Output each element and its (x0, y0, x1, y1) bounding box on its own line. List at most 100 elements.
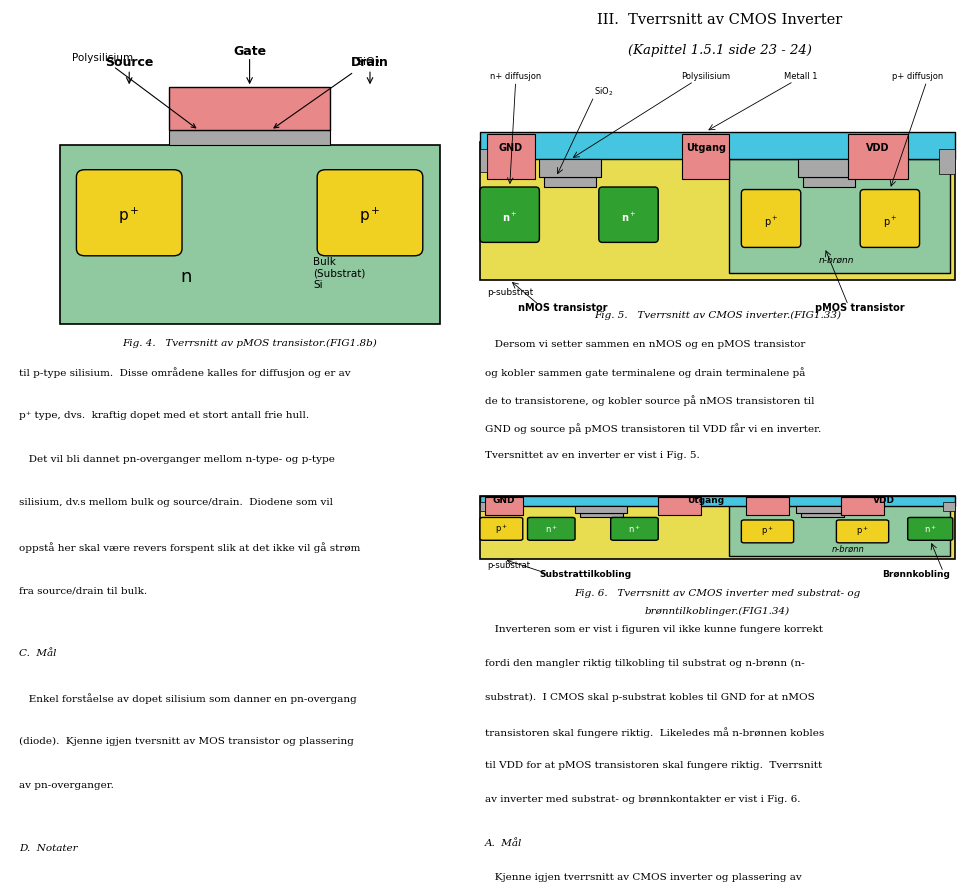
Text: n$^+$: n$^+$ (502, 211, 517, 223)
FancyBboxPatch shape (746, 497, 789, 515)
Text: Fig. 5.   Tverrsnitt av CMOS inverter.(FIG1.33): Fig. 5. Tverrsnitt av CMOS inverter.(FIG… (594, 311, 841, 320)
FancyBboxPatch shape (599, 187, 659, 242)
Text: Metall 1: Metall 1 (784, 72, 818, 80)
FancyBboxPatch shape (480, 149, 487, 172)
Text: n$^+$: n$^+$ (628, 524, 641, 535)
Text: SiO$_2$: SiO$_2$ (274, 55, 380, 128)
FancyBboxPatch shape (480, 141, 955, 280)
FancyBboxPatch shape (682, 134, 730, 179)
Text: substrat).  I CMOS skal p-substrat kobles til GND for at nMOS: substrat). I CMOS skal p-substrat kobles… (485, 693, 814, 702)
Text: p$^+$: p$^+$ (764, 215, 779, 230)
FancyBboxPatch shape (575, 506, 627, 513)
FancyBboxPatch shape (741, 520, 794, 543)
Text: p$^+$: p$^+$ (495, 523, 508, 536)
FancyBboxPatch shape (480, 517, 523, 540)
Text: GND: GND (499, 143, 523, 153)
FancyBboxPatch shape (540, 159, 601, 177)
Text: p$^+$: p$^+$ (856, 525, 869, 539)
Text: p$^+$: p$^+$ (761, 525, 774, 539)
Text: fordi den mangler riktig tilkobling til substrat og n-brønn (n-: fordi den mangler riktig tilkobling til … (485, 659, 804, 668)
Text: Substrattilkobling: Substrattilkobling (540, 570, 632, 579)
FancyBboxPatch shape (480, 502, 485, 511)
Text: Kjenne igjen tverrsnitt av CMOS inverter og plassering av: Kjenne igjen tverrsnitt av CMOS inverter… (485, 873, 802, 882)
Text: silisium, dv.s mellom bulk og source/drain.  Diodene som vil: silisium, dv.s mellom bulk og source/dra… (19, 498, 333, 508)
Text: nMOS transistor: nMOS transistor (518, 303, 608, 313)
Text: Fig. 6.   Tverrsnitt av CMOS inverter med substrat- og: Fig. 6. Tverrsnitt av CMOS inverter med … (574, 589, 861, 599)
Text: SiO$_2$: SiO$_2$ (594, 85, 613, 98)
FancyBboxPatch shape (741, 190, 801, 247)
Text: Polysilisium: Polysilisium (682, 72, 731, 80)
Text: n: n (180, 268, 192, 286)
Text: Brønnkobling: Brønnkobling (882, 570, 950, 579)
Text: Utgang: Utgang (687, 495, 724, 505)
Text: III.  Tverrsnitt av CMOS Inverter: III. Tverrsnitt av CMOS Inverter (597, 13, 843, 27)
Text: til VDD for at pMOS transistoren skal fungere riktig.  Tverrsnitt: til VDD for at pMOS transistoren skal fu… (485, 761, 822, 770)
FancyBboxPatch shape (944, 502, 955, 511)
Text: C.  Mål: C. Mål (19, 649, 57, 658)
FancyBboxPatch shape (611, 517, 659, 540)
FancyBboxPatch shape (730, 159, 950, 273)
Text: p-substrat: p-substrat (487, 562, 530, 570)
Text: Gate: Gate (233, 45, 266, 57)
Text: n-brønn: n-brønn (832, 545, 865, 554)
FancyBboxPatch shape (730, 502, 950, 555)
Text: av inverter med substrat- og brønnkontakter er vist i Fig. 6.: av inverter med substrat- og brønnkontak… (485, 795, 801, 804)
FancyBboxPatch shape (317, 170, 422, 256)
Text: Det vil bli dannet pn-overganger mellom n-type- og p-type: Det vil bli dannet pn-overganger mellom … (19, 455, 335, 464)
FancyBboxPatch shape (480, 187, 540, 242)
FancyBboxPatch shape (528, 517, 575, 540)
Text: p-substrat: p-substrat (487, 288, 534, 298)
FancyBboxPatch shape (796, 506, 849, 513)
FancyBboxPatch shape (485, 497, 523, 515)
Text: GND og source på pMOS transistoren til VDD får vi en inverter.: GND og source på pMOS transistoren til V… (485, 423, 821, 434)
Text: p$^+$: p$^+$ (359, 207, 381, 226)
FancyBboxPatch shape (841, 497, 884, 515)
FancyBboxPatch shape (659, 497, 701, 515)
Text: pMOS transistor: pMOS transistor (815, 303, 905, 313)
Text: Source: Source (105, 56, 154, 69)
Text: (Kapittel 1.5.1 side 23 - 24): (Kapittel 1.5.1 side 23 - 24) (628, 44, 812, 57)
FancyBboxPatch shape (77, 170, 182, 256)
Text: Inverteren som er vist i figuren vil ikke kunne fungere korrekt: Inverteren som er vist i figuren vil ikk… (485, 625, 823, 634)
Text: transistoren skal fungere riktig.  Likeledes må n-brønnen kobles: transistoren skal fungere riktig. Likele… (485, 727, 824, 737)
Text: de to transistorene, og kobler source på nMOS transistoren til: de to transistorene, og kobler source på… (485, 396, 814, 406)
Text: Utgang: Utgang (685, 143, 726, 153)
FancyBboxPatch shape (908, 517, 953, 540)
FancyBboxPatch shape (60, 145, 440, 324)
FancyBboxPatch shape (544, 177, 596, 187)
Text: Tversnittet av en inverter er vist i Fig. 5.: Tversnittet av en inverter er vist i Fig… (485, 450, 700, 460)
Text: A.  Mål: A. Mål (485, 839, 522, 848)
FancyBboxPatch shape (480, 496, 955, 506)
Text: n$^+$: n$^+$ (621, 211, 636, 223)
Text: Dersom vi setter sammen en nMOS og en pMOS transistor: Dersom vi setter sammen en nMOS og en pM… (485, 340, 805, 349)
Text: oppstå her skal være revers forspent slik at det ikke vil gå strøm: oppstå her skal være revers forspent sli… (19, 542, 361, 553)
Text: GND: GND (492, 495, 515, 505)
FancyBboxPatch shape (799, 159, 860, 177)
FancyBboxPatch shape (169, 130, 330, 145)
Text: av pn-overganger.: av pn-overganger. (19, 781, 114, 789)
Text: p$^+$: p$^+$ (118, 207, 140, 226)
FancyBboxPatch shape (849, 134, 908, 179)
FancyBboxPatch shape (169, 87, 330, 130)
Text: og kobler sammen gate terminalene og drain terminalene på: og kobler sammen gate terminalene og dra… (485, 367, 805, 379)
FancyBboxPatch shape (487, 134, 535, 179)
FancyBboxPatch shape (480, 132, 955, 159)
Text: p+ diffusjon: p+ diffusjon (892, 72, 944, 80)
Text: n-brønn: n-brønn (819, 255, 854, 265)
Text: D.  Notater: D. Notater (19, 843, 78, 853)
Text: p⁺ type, dvs.  kraftig dopet med et stort antall frie hull.: p⁺ type, dvs. kraftig dopet med et stort… (19, 411, 309, 419)
Text: VDD: VDD (866, 143, 890, 153)
FancyBboxPatch shape (580, 513, 623, 517)
Text: n$^+$: n$^+$ (545, 524, 558, 535)
Text: Drain: Drain (351, 56, 389, 69)
Text: fra source/drain til bulk.: fra source/drain til bulk. (19, 586, 147, 595)
FancyBboxPatch shape (801, 513, 844, 517)
Text: brønntilkoblinger.(FIG1.34): brønntilkoblinger.(FIG1.34) (645, 607, 790, 616)
Text: til p-type silisium.  Disse områdene kalles for diffusjon og er av: til p-type silisium. Disse områdene kall… (19, 366, 350, 378)
FancyBboxPatch shape (804, 177, 855, 187)
Text: n$^+$: n$^+$ (924, 524, 937, 535)
FancyBboxPatch shape (836, 520, 889, 543)
Text: VDD: VDD (873, 495, 895, 505)
Text: Enkel forståelse av dopet silisium som danner en pn-overgang: Enkel forståelse av dopet silisium som d… (19, 693, 357, 704)
FancyBboxPatch shape (480, 496, 955, 559)
